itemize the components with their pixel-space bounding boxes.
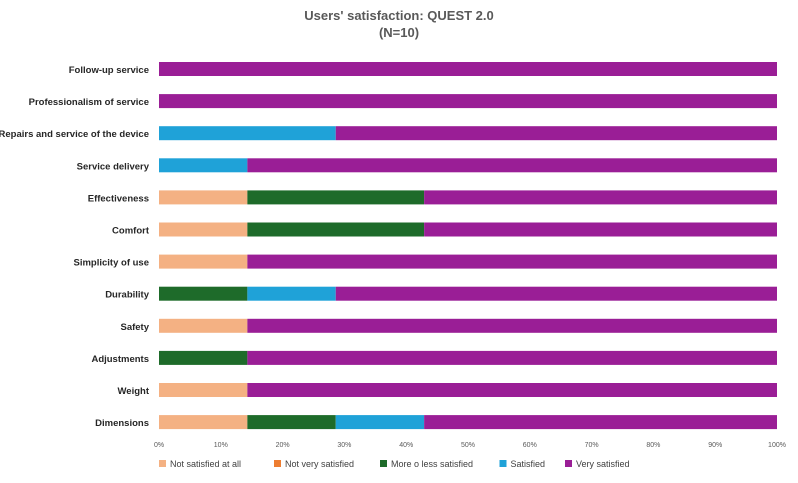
x-tick-label: 90% — [708, 442, 722, 449]
bar-segment — [159, 383, 248, 397]
bar-segment — [247, 383, 777, 397]
category-label: Durability — [105, 290, 150, 301]
category-label: Repairs and service of the device — [0, 129, 149, 140]
category-label: Professionalism of service — [29, 97, 149, 108]
category-label: Service delivery — [77, 161, 150, 172]
x-axis-ticks: 0% 10% 20% 30% 40% 50% 60% 70% 80% 90% 100% — [154, 442, 786, 449]
legend-label: Not very satisfied — [285, 459, 354, 469]
x-tick-label: 10% — [214, 442, 228, 449]
bar-segment — [424, 222, 777, 237]
x-tick-label: 60% — [523, 442, 537, 449]
legend-swatch — [380, 460, 387, 467]
bar-segment — [335, 415, 425, 430]
bar-segment — [159, 318, 248, 333]
bar-segment — [159, 62, 777, 76]
legend-label: Not satisfied at all — [170, 459, 241, 469]
x-tick-label: 40% — [399, 442, 413, 449]
category-label: Simplicity of use — [74, 258, 150, 269]
x-tick-label: 0% — [154, 442, 164, 449]
bar-segment — [247, 318, 777, 333]
bar-segment — [247, 158, 777, 173]
legend-label: More o less satisfied — [391, 459, 473, 469]
bar-segment — [159, 350, 248, 365]
bar-segment — [335, 286, 777, 301]
category-label: Safety — [120, 322, 149, 333]
bar-segment — [247, 350, 777, 365]
bar-segment — [159, 158, 248, 173]
legend-swatch — [274, 460, 281, 467]
chart-title: Users' satisfaction: QUEST 2.0 — [304, 8, 494, 23]
legend-label: Very satisfied — [576, 459, 630, 469]
x-tick-label: 30% — [337, 442, 351, 449]
bar-segment — [424, 190, 777, 205]
x-tick-label: 70% — [585, 442, 599, 449]
legend-swatch — [565, 460, 572, 467]
bar-segment — [247, 190, 425, 205]
category-label: Comfort — [112, 226, 150, 237]
category-label: Effectiveness — [88, 193, 149, 204]
x-tick-label: 20% — [276, 442, 290, 449]
chart-subtitle: (N=10) — [379, 25, 419, 40]
category-label: Dimensions — [95, 418, 149, 429]
bar-segment — [424, 415, 777, 430]
x-tick-label: 100% — [768, 442, 786, 449]
category-label: Weight — [118, 386, 150, 397]
bar-segment — [247, 222, 425, 237]
x-tick-label: 80% — [646, 442, 660, 449]
bar-segment — [159, 286, 248, 301]
bars-group — [159, 62, 777, 430]
bar-segment — [159, 126, 336, 141]
bar-segment — [335, 126, 777, 141]
bar-segment — [247, 415, 336, 430]
bar-segment — [159, 94, 777, 109]
bar-segment — [159, 254, 248, 269]
category-label: Adjustments — [91, 354, 149, 365]
bar-segment — [159, 415, 248, 430]
bar-segment — [159, 190, 248, 205]
legend-swatch — [499, 460, 507, 467]
category-label: Follow-up service — [69, 65, 149, 76]
bar-segment — [247, 254, 777, 269]
bar-segment — [159, 222, 248, 237]
x-tick-label: 50% — [461, 442, 475, 449]
legend: Not satisfied at all Not very satisfied Mo… — [159, 459, 630, 469]
category-labels: Follow-up service Professionalism of serv… — [0, 65, 150, 429]
bar-segment — [247, 286, 336, 301]
legend-swatch — [159, 460, 166, 467]
legend-label: Satisfied — [511, 459, 546, 469]
